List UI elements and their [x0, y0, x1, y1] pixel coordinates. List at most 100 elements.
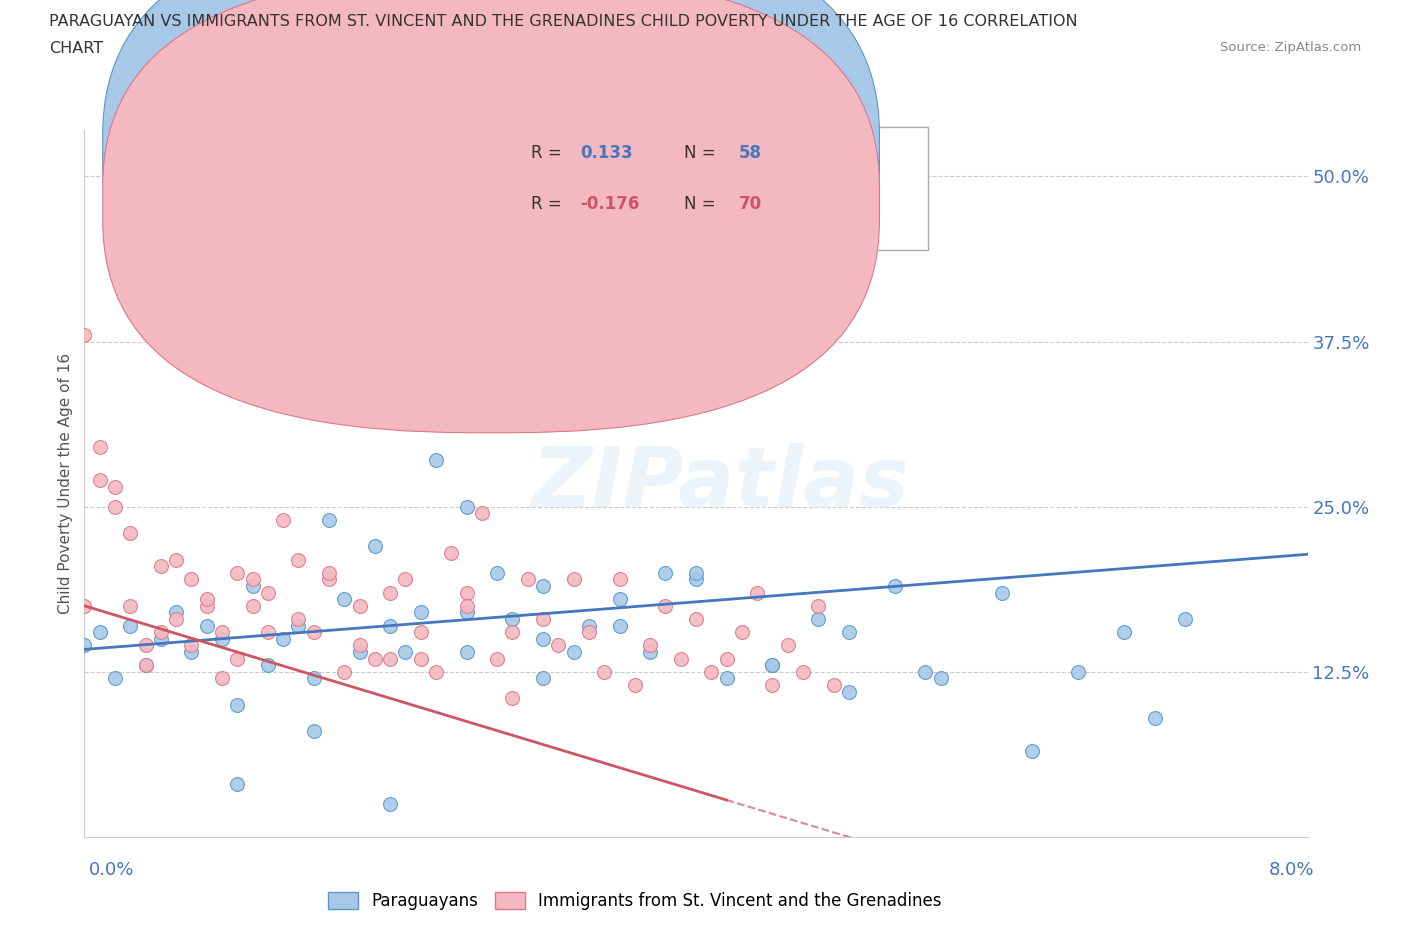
Point	[425, 453, 447, 468]
Point	[578, 618, 600, 633]
Point	[609, 572, 631, 587]
Point	[624, 678, 647, 693]
Point	[516, 572, 538, 587]
Point	[716, 651, 738, 666]
Point	[883, 578, 905, 593]
Point	[1174, 612, 1197, 627]
Point	[638, 638, 661, 653]
Point	[685, 572, 707, 587]
Point	[211, 631, 233, 646]
Point	[257, 658, 280, 672]
Point	[685, 565, 707, 580]
Point	[149, 631, 172, 646]
Point	[456, 598, 478, 613]
Point	[654, 565, 676, 580]
Point	[638, 644, 661, 659]
Point	[195, 618, 218, 633]
Point	[287, 612, 309, 627]
Point	[456, 605, 478, 620]
Point	[609, 591, 631, 606]
Point	[165, 612, 187, 627]
Point	[547, 638, 569, 653]
Point	[562, 644, 585, 659]
Point	[349, 644, 371, 659]
Point	[211, 625, 233, 640]
Point	[165, 605, 187, 620]
Point	[195, 591, 218, 606]
FancyBboxPatch shape	[439, 126, 928, 250]
Text: 0.0%: 0.0%	[89, 860, 134, 879]
Point	[349, 598, 371, 613]
Point	[242, 598, 264, 613]
Point	[807, 598, 830, 613]
Point	[394, 572, 416, 587]
Point	[394, 644, 416, 659]
Point	[120, 618, 142, 633]
Point	[761, 658, 783, 672]
Point	[104, 499, 127, 514]
Point	[745, 585, 768, 600]
Point	[226, 651, 249, 666]
Point	[364, 651, 387, 666]
Point	[1067, 664, 1090, 679]
Point	[669, 651, 692, 666]
Point	[654, 598, 676, 613]
Point	[333, 664, 356, 679]
Point	[257, 585, 280, 600]
Point	[104, 480, 127, 495]
Point	[380, 618, 402, 633]
Text: -0.176: -0.176	[579, 195, 640, 213]
Text: R =: R =	[531, 144, 567, 162]
Point	[242, 572, 264, 587]
Text: 0.133: 0.133	[579, 144, 633, 162]
Point	[807, 612, 830, 627]
Point	[531, 631, 554, 646]
Point	[700, 664, 723, 679]
Point	[990, 585, 1012, 600]
Point	[89, 472, 111, 487]
Point	[380, 651, 402, 666]
Point	[531, 612, 554, 627]
Point	[609, 618, 631, 633]
Legend: Paraguayans, Immigrants from St. Vincent and the Grenadines: Paraguayans, Immigrants from St. Vincent…	[328, 892, 942, 910]
Point	[271, 512, 294, 527]
Point	[257, 625, 280, 640]
Point	[685, 612, 707, 627]
Point	[562, 572, 585, 587]
Point	[180, 644, 202, 659]
Point	[73, 598, 96, 613]
Text: N =: N =	[683, 195, 721, 213]
Point	[578, 625, 600, 640]
Point	[135, 658, 157, 672]
Point	[380, 585, 402, 600]
Point	[838, 684, 860, 699]
Point	[89, 440, 111, 455]
Point	[195, 598, 218, 613]
Point	[501, 691, 523, 706]
Point	[287, 552, 309, 567]
Point	[456, 585, 478, 600]
Point	[149, 559, 172, 574]
Text: Source: ZipAtlas.com: Source: ZipAtlas.com	[1220, 41, 1361, 54]
Point	[287, 618, 309, 633]
Point	[364, 538, 387, 553]
Point	[823, 678, 845, 693]
FancyBboxPatch shape	[103, 0, 880, 381]
FancyBboxPatch shape	[103, 0, 880, 432]
Point	[380, 796, 402, 811]
Point	[838, 625, 860, 640]
Text: PARAGUAYAN VS IMMIGRANTS FROM ST. VINCENT AND THE GRENADINES CHILD POVERTY UNDER: PARAGUAYAN VS IMMIGRANTS FROM ST. VINCEN…	[49, 14, 1078, 29]
Point	[776, 638, 799, 653]
Point	[211, 671, 233, 686]
Text: N =: N =	[683, 144, 721, 162]
Point	[1021, 744, 1043, 759]
Text: R =: R =	[531, 195, 567, 213]
Point	[318, 565, 340, 580]
Point	[531, 578, 554, 593]
Point	[349, 638, 371, 653]
Point	[120, 598, 142, 613]
Point	[731, 625, 754, 640]
Y-axis label: Child Poverty Under the Age of 16: Child Poverty Under the Age of 16	[58, 353, 73, 614]
Point	[226, 777, 249, 791]
Text: ZIPatlas: ZIPatlas	[531, 443, 910, 525]
